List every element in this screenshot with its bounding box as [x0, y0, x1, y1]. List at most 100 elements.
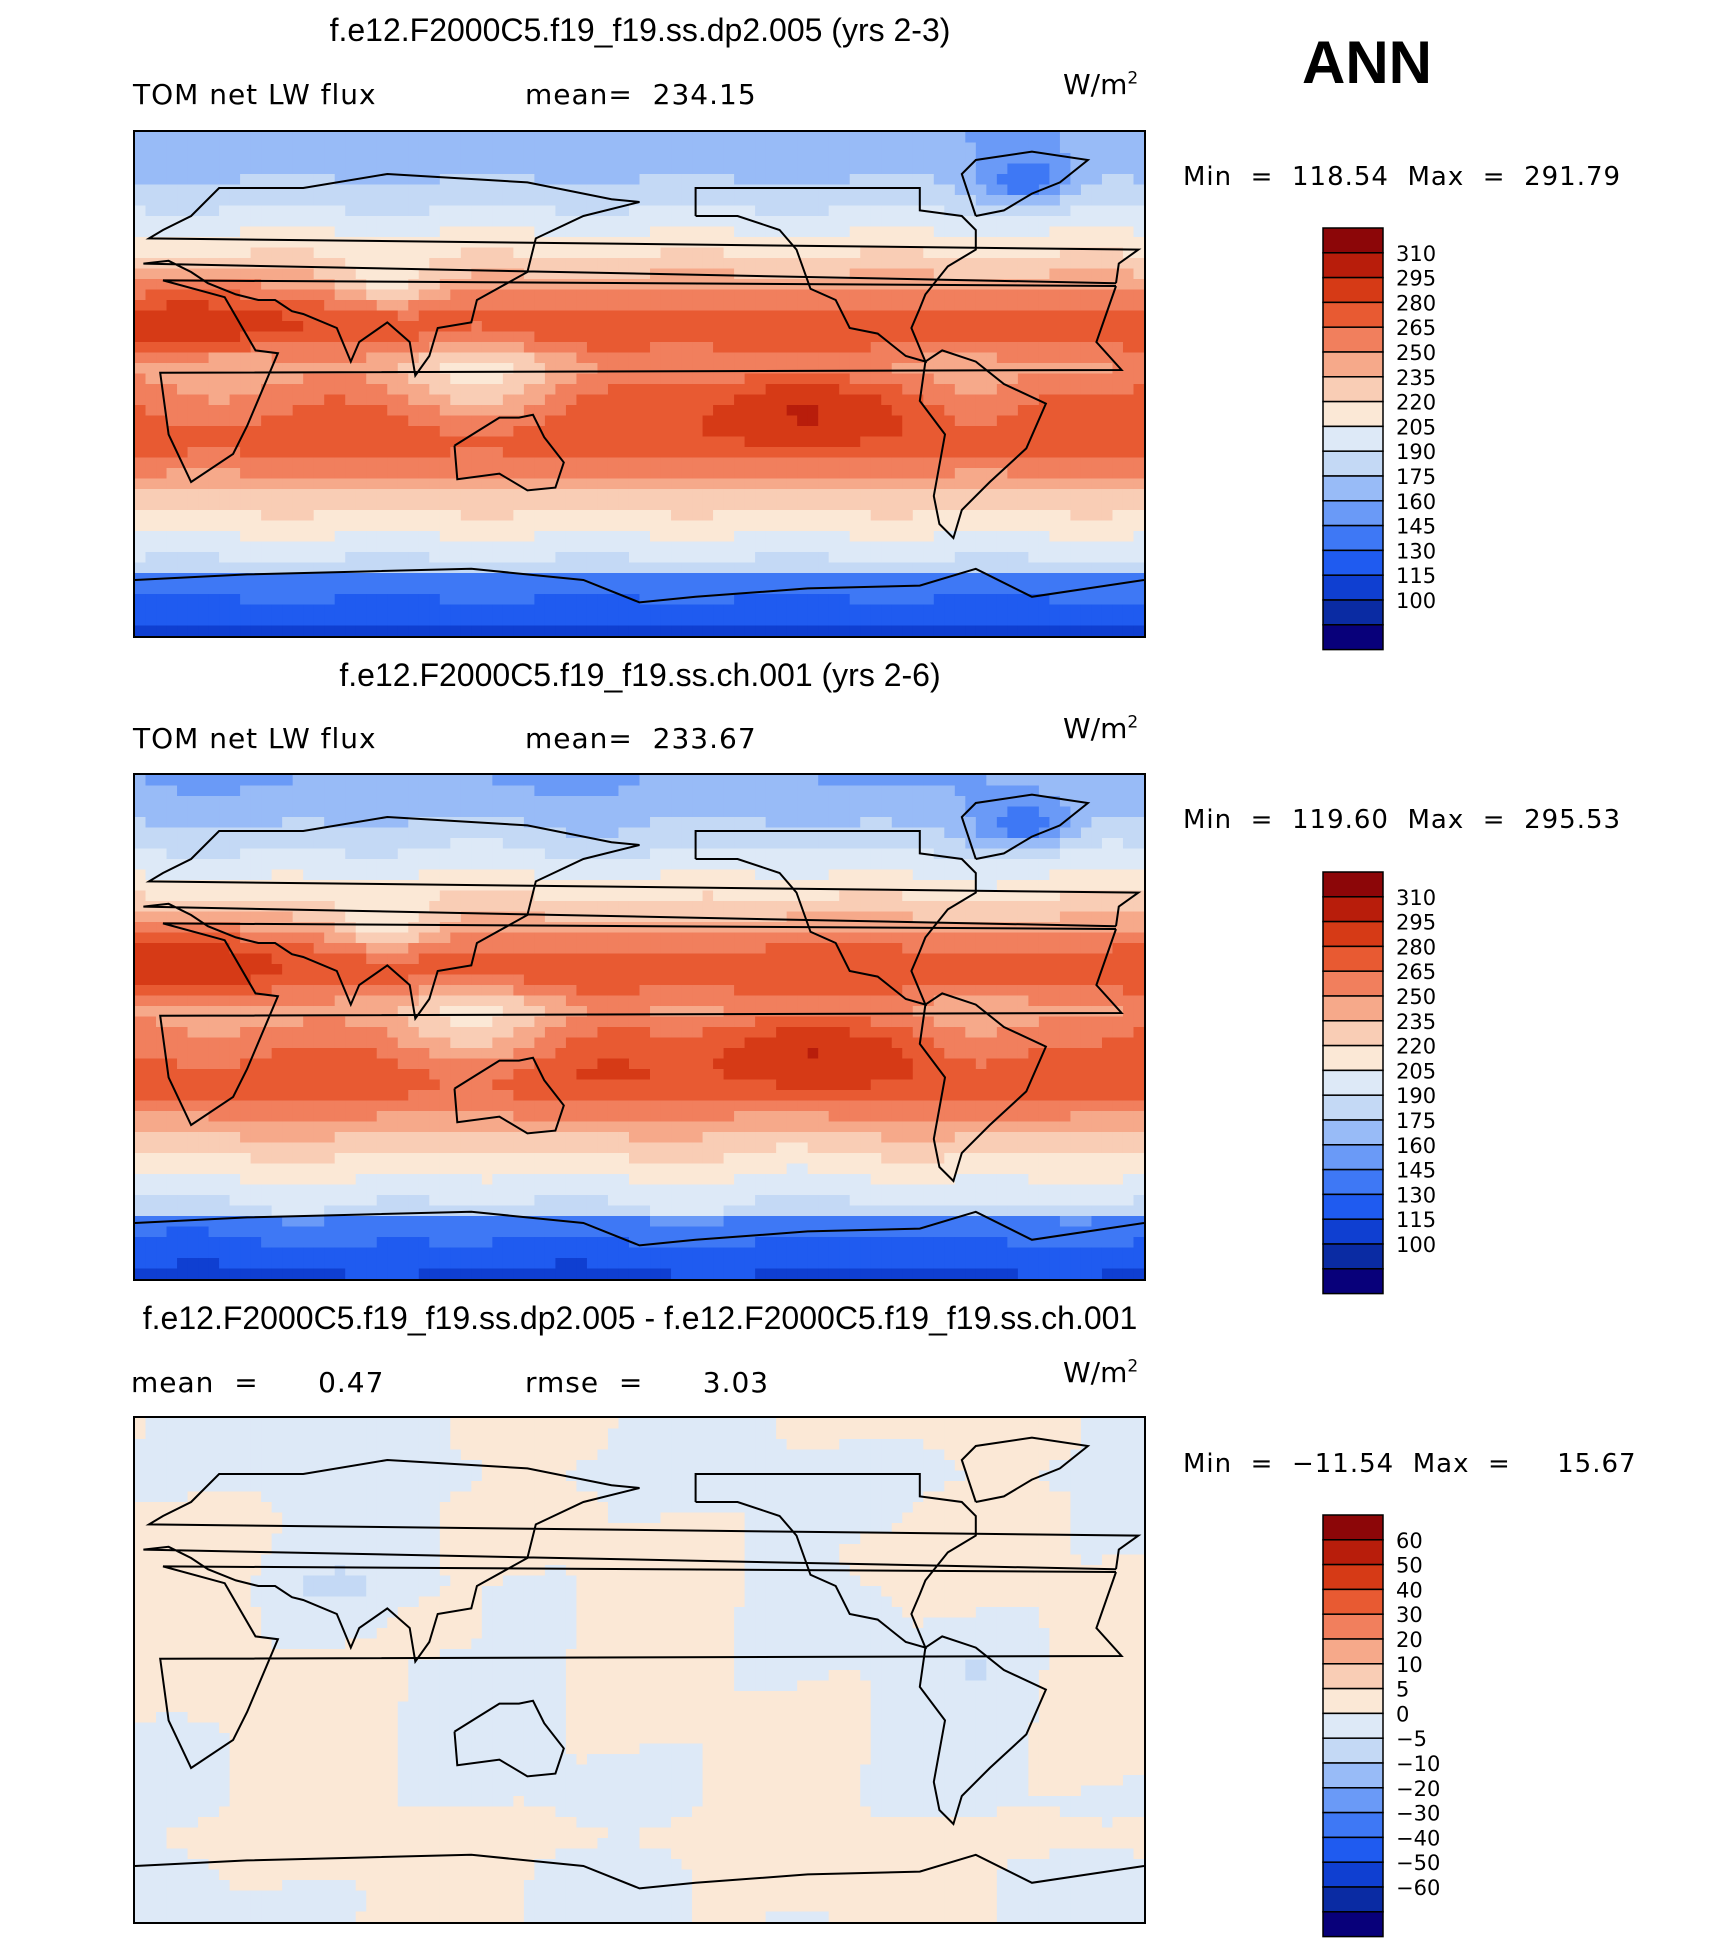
colorbar-box [1322, 1514, 1384, 1541]
panel-3-title: f.e12.F2000C5.f19_f19.ss.dp2.005 - f.e12… [142, 1300, 1138, 1336]
panel-3-minmax: Min = −11.54 Max = 15.67 [1183, 1449, 1637, 1479]
colorbar-tick-label: 265 [1396, 960, 1436, 984]
coastline [960, 1436, 1091, 1503]
colorbar-tick-label: −40 [1396, 1826, 1440, 1850]
colorbar-tick-label: 310 [1396, 886, 1436, 910]
colorbar-tick-label: 205 [1396, 1059, 1436, 1083]
colorbar-box [1322, 500, 1384, 527]
coastline [694, 830, 977, 1007]
colorbar-box [1322, 1687, 1384, 1715]
panel-3-map [133, 1416, 1146, 1924]
field-cells [135, 132, 1144, 636]
coastline [453, 1699, 565, 1778]
colorbar-tick-label: 220 [1396, 1035, 1436, 1059]
colorbar-box [1322, 1886, 1384, 1913]
colorbar-box [1322, 920, 1384, 948]
coastline [960, 150, 1091, 217]
colorbar-tick-label: 0 [1396, 1702, 1409, 1726]
panel-1-variable-label: TOM net LW flux [133, 78, 377, 111]
colorbar-box [1322, 1094, 1384, 1121]
colorbar-tick-label: 250 [1396, 341, 1436, 365]
colorbar-tick-label: 235 [1396, 366, 1436, 390]
colorbar-box [1322, 252, 1384, 279]
colorbar-box [1322, 425, 1384, 452]
panel-1-map [133, 130, 1146, 638]
panel-3-units: W/m2 [1063, 1356, 1139, 1389]
colorbar-box [1322, 1588, 1384, 1615]
colorbar-box [1322, 227, 1384, 254]
colorbar-tick-label: 5 [1396, 1678, 1409, 1702]
colorbar-box [1322, 1044, 1384, 1072]
coastline [159, 922, 1124, 1127]
panel-1-minmax: Min = 118.54 Max = 291.79 [1183, 162, 1622, 192]
colorbar-tick-label: 40 [1396, 1578, 1423, 1602]
coastline [453, 413, 565, 492]
colorbar-tick-label: 295 [1396, 911, 1436, 935]
colorbar-tick-label: 130 [1396, 1183, 1436, 1207]
colorbar-box [1322, 1069, 1384, 1096]
colorbar-tick-label: 60 [1396, 1529, 1423, 1553]
colorbar-tick-label: 280 [1396, 935, 1436, 959]
colorbar-box [1322, 376, 1384, 403]
field-cells [135, 775, 1144, 1279]
coastline [135, 1210, 1144, 1247]
coastline [453, 1056, 565, 1135]
colorbar-tick-label: 20 [1396, 1628, 1423, 1652]
colorbar-tick-label: 280 [1396, 291, 1436, 315]
colorbar-box [1322, 574, 1384, 601]
colorbar-box [1322, 1762, 1384, 1789]
colorbar-box [1322, 1218, 1384, 1245]
colorbar-tick-label: 310 [1396, 242, 1436, 266]
colorbar-box [1322, 450, 1384, 477]
colorbar-box [1322, 326, 1384, 353]
colorbar-tick-label: 160 [1396, 1134, 1436, 1158]
colorbar-box [1322, 1193, 1384, 1220]
colorbar-tick-label: −5 [1396, 1727, 1427, 1751]
coastline [694, 187, 977, 364]
colorbar-box [1322, 1168, 1384, 1196]
colorbar-box [1322, 1861, 1384, 1888]
colorbar-box [1322, 400, 1384, 428]
colorbar-tick-label: 265 [1396, 316, 1436, 340]
coastlines [135, 793, 1144, 1247]
colorbar-tick-label: 100 [1396, 1233, 1436, 1257]
colorbar-box [1322, 1563, 1384, 1591]
colorbar-box [1322, 1243, 1384, 1270]
colorbar-box [1322, 1539, 1384, 1566]
field-cells [135, 1418, 1144, 1922]
colorbar-box [1322, 1268, 1384, 1295]
colorbar-tick-label: 100 [1396, 589, 1436, 613]
coastlines [135, 150, 1144, 604]
colorbar-tick-label: 115 [1396, 1208, 1436, 1232]
colorbar-box [1322, 549, 1384, 576]
colorbar-tick-label: 295 [1396, 267, 1436, 291]
colorbar-box [1322, 1119, 1384, 1146]
panel-1-mean-label: mean= 234.15 [525, 78, 757, 111]
coastline [918, 1635, 1048, 1826]
colorbar-box [1322, 1020, 1384, 1047]
colorbar-tick-label: 190 [1396, 1084, 1436, 1108]
panel-2-title: f.e12.F2000C5.f19_f19.ss.ch.001 (yrs 2-6… [339, 657, 941, 693]
colorbar-box [1322, 351, 1384, 378]
colorbar-tick-label: 160 [1396, 490, 1436, 514]
panel-1-units: W/m2 [1063, 68, 1139, 101]
colorbar-box [1322, 1663, 1384, 1690]
colorbar-box [1322, 970, 1384, 997]
colorbar-box [1322, 1787, 1384, 1814]
colorbar-tick-label: 115 [1396, 564, 1436, 588]
colorbar-box [1322, 1737, 1384, 1764]
season-label: ANN [1302, 29, 1432, 96]
colorbar-box [1322, 1811, 1384, 1839]
colorbar-tick-label: −60 [1396, 1876, 1440, 1900]
colorbar-box [1322, 1613, 1384, 1640]
colorbar-tick-label: −10 [1396, 1752, 1440, 1776]
colorbar-tick-label: 145 [1396, 515, 1436, 539]
colorbar-tick-label: 145 [1396, 1159, 1436, 1183]
panel-1-colorbar: 310 295 280 265 250 235 220 205 190 175 160 145 130 1… [1322, 227, 1522, 658]
colorbar-box [1322, 871, 1384, 898]
colorbar-box [1322, 276, 1384, 304]
colorbar-tick-label: 50 [1396, 1554, 1423, 1578]
colorbar-tick-label: 175 [1396, 1109, 1436, 1133]
colorbar-box [1322, 475, 1384, 502]
colorbar-box [1322, 301, 1384, 328]
